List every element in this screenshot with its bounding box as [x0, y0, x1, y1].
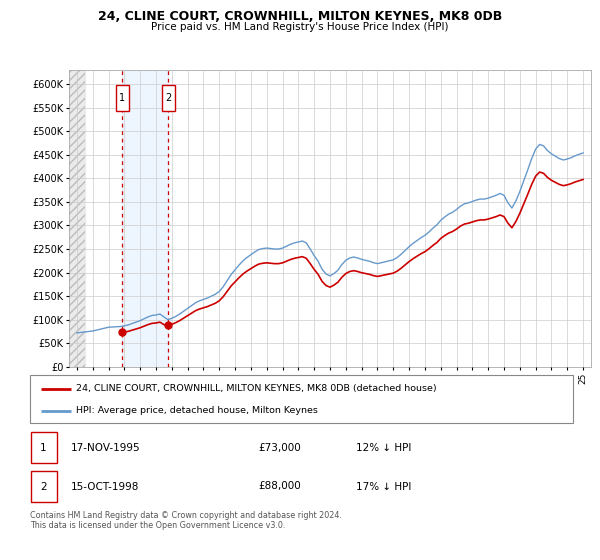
Text: Price paid vs. HM Land Registry's House Price Index (HPI): Price paid vs. HM Land Registry's House … [151, 22, 449, 32]
Text: 12% ↓ HPI: 12% ↓ HPI [356, 442, 411, 452]
Bar [122, 70, 169, 367]
FancyBboxPatch shape [162, 85, 175, 111]
Bar [69, 70, 85, 367]
Text: 1: 1 [40, 442, 47, 452]
Text: 24, CLINE COURT, CROWNHILL, MILTON KEYNES, MK8 0DB: 24, CLINE COURT, CROWNHILL, MILTON KEYNE… [98, 10, 502, 23]
Text: £73,000: £73,000 [258, 442, 301, 452]
Text: 17% ↓ HPI: 17% ↓ HPI [356, 482, 411, 492]
Text: 2: 2 [166, 94, 172, 103]
FancyBboxPatch shape [31, 471, 56, 502]
Text: 15-OCT-1998: 15-OCT-1998 [71, 482, 139, 492]
Text: 2: 2 [40, 482, 47, 492]
Text: £88,000: £88,000 [258, 482, 301, 492]
Text: 1: 1 [119, 94, 125, 103]
Text: HPI: Average price, detached house, Milton Keynes: HPI: Average price, detached house, Milt… [76, 407, 318, 416]
FancyBboxPatch shape [116, 85, 129, 111]
Bar [69, 70, 85, 367]
Text: 24, CLINE COURT, CROWNHILL, MILTON KEYNES, MK8 0DB (detached house): 24, CLINE COURT, CROWNHILL, MILTON KEYNE… [76, 384, 437, 393]
FancyBboxPatch shape [30, 375, 573, 423]
Text: Contains HM Land Registry data © Crown copyright and database right 2024.
This d: Contains HM Land Registry data © Crown c… [30, 511, 342, 530]
Text: 17-NOV-1995: 17-NOV-1995 [71, 442, 140, 452]
FancyBboxPatch shape [31, 432, 56, 463]
